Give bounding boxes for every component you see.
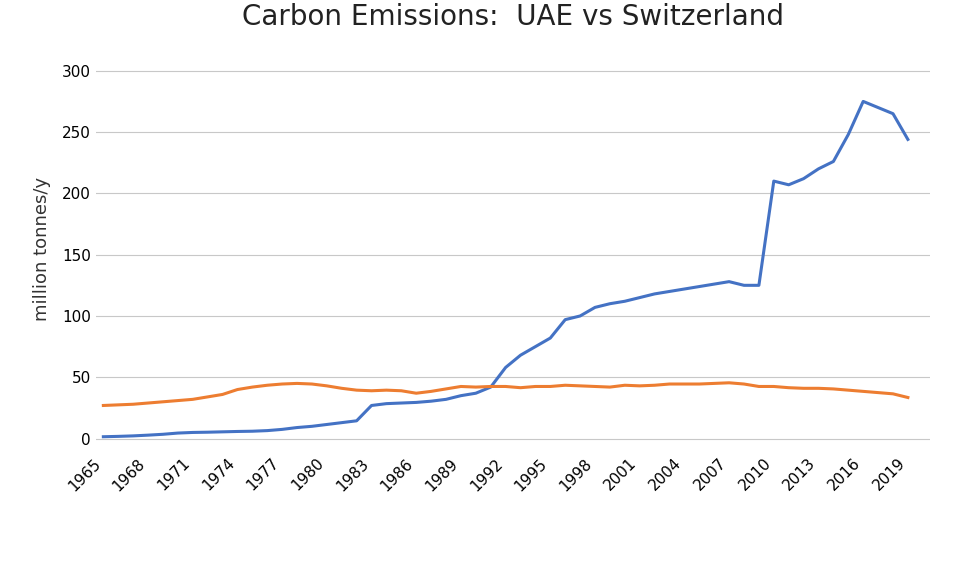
United Arab Emirates — [98, 434, 109, 440]
Switzerland — [723, 379, 735, 386]
United Arab Emirates — [902, 136, 914, 143]
Switzerland — [828, 386, 839, 392]
United Arab Emirates — [246, 428, 258, 435]
Switzerland — [246, 384, 258, 391]
United Arab Emirates — [187, 429, 199, 436]
United Arab Emirates — [887, 110, 899, 117]
Switzerland — [98, 402, 109, 409]
Line: United Arab Emirates: United Arab Emirates — [104, 101, 908, 437]
Switzerland — [187, 396, 199, 403]
Legend: United Arab Emirates, Switzerland: United Arab Emirates, Switzerland — [288, 572, 738, 578]
Switzerland — [887, 390, 899, 397]
United Arab Emirates — [857, 98, 869, 105]
Switzerland — [395, 387, 407, 394]
Switzerland — [902, 394, 914, 401]
Switzerland — [292, 380, 303, 387]
United Arab Emirates — [812, 165, 824, 172]
United Arab Emirates — [395, 399, 407, 406]
Title: Carbon Emissions:  UAE vs Switzerland: Carbon Emissions: UAE vs Switzerland — [242, 3, 784, 31]
United Arab Emirates — [292, 424, 303, 431]
Line: Switzerland: Switzerland — [104, 383, 908, 406]
Y-axis label: million tonnes/y: million tonnes/y — [33, 176, 51, 321]
